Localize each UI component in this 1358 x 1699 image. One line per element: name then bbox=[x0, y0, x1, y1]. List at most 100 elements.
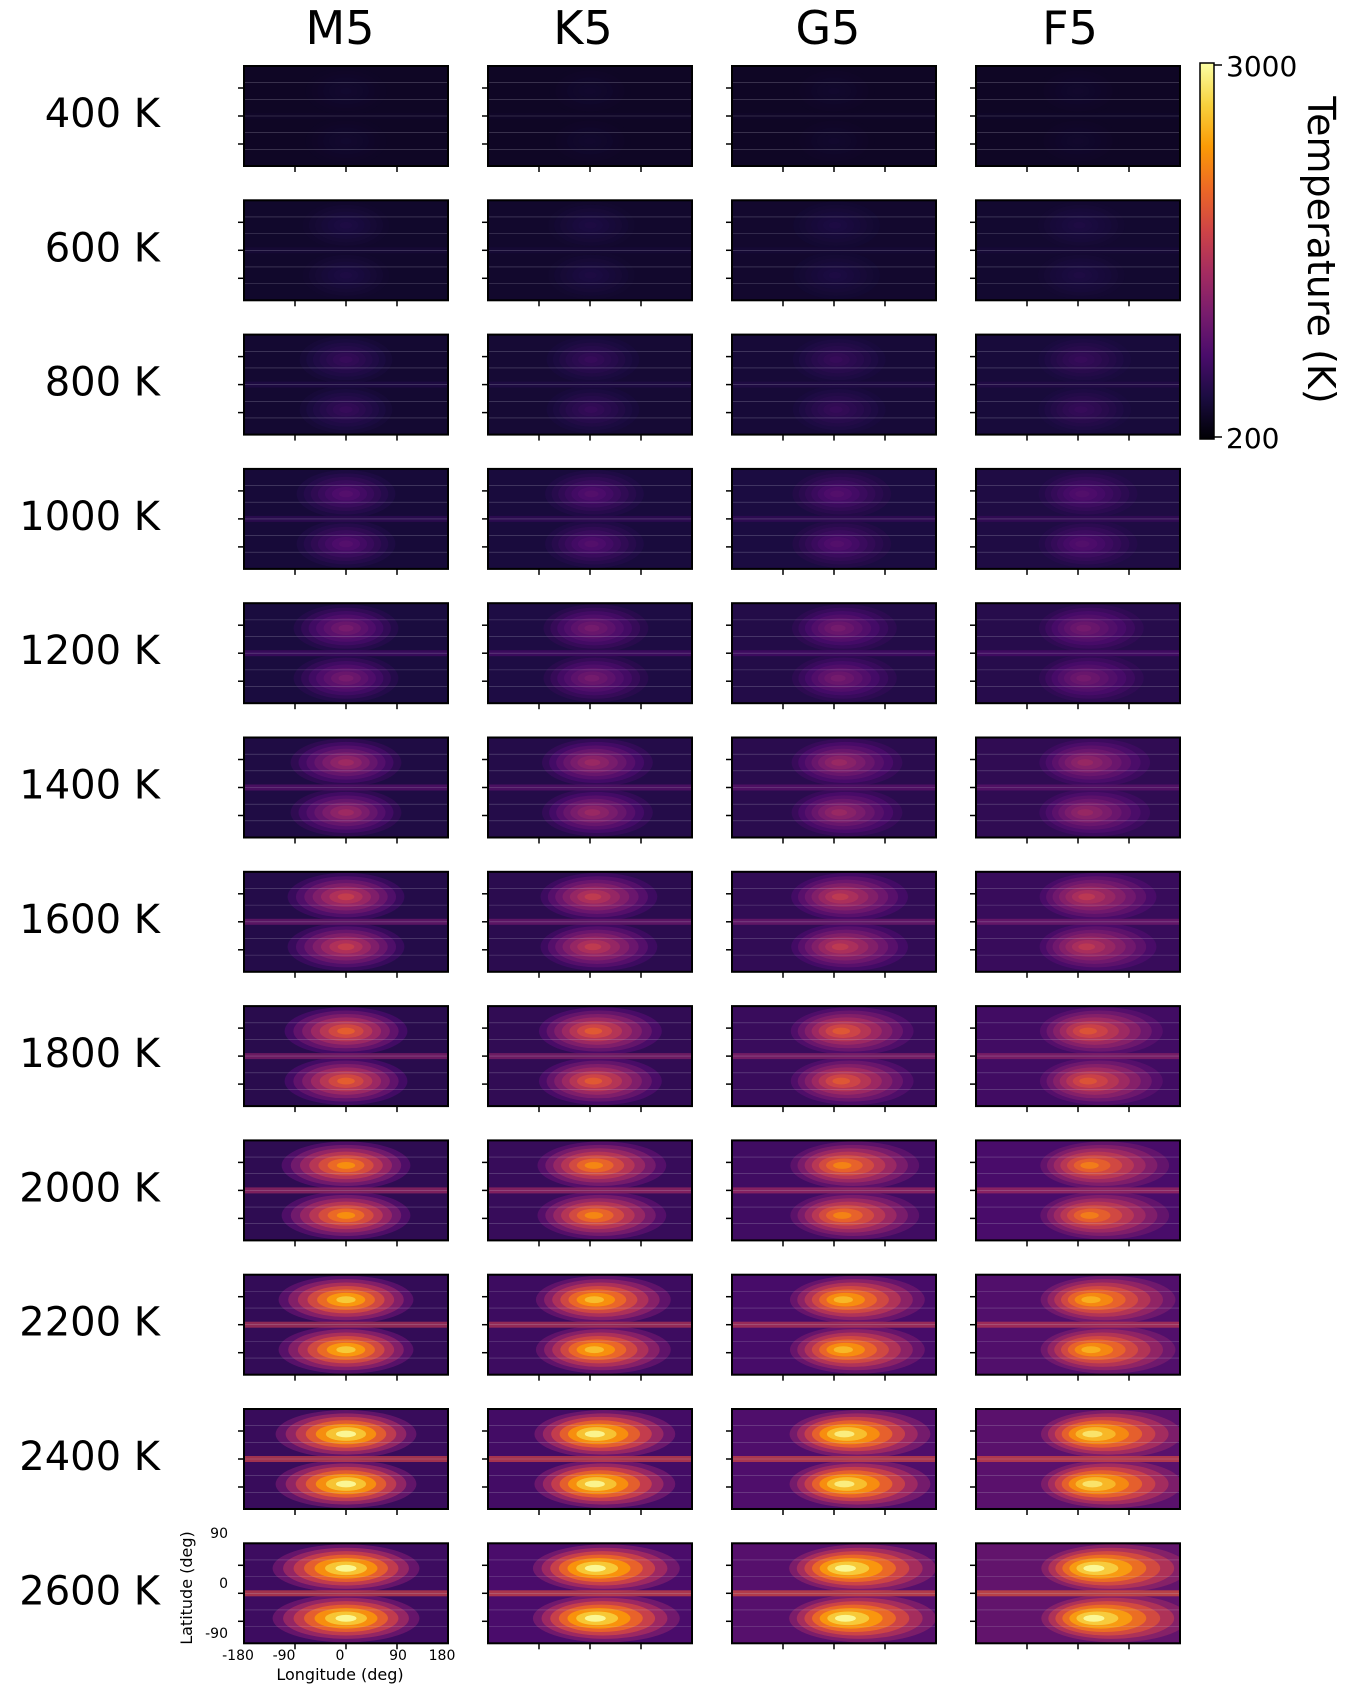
temperature-contour bbox=[584, 1480, 605, 1488]
panel-f5-2600 bbox=[970, 1542, 1181, 1650]
temperature-contour bbox=[830, 490, 845, 498]
temperature-contour bbox=[830, 674, 846, 682]
temperature-contour bbox=[1082, 1480, 1103, 1488]
temperature-contour bbox=[833, 1161, 852, 1169]
column-title-f5: F5 bbox=[1042, 1, 1098, 55]
panel-k5-2200 bbox=[482, 1273, 693, 1381]
panel-f5-2200 bbox=[970, 1273, 1181, 1381]
temperature-contour bbox=[834, 1614, 856, 1622]
panel-g5-800 bbox=[726, 333, 937, 441]
equatorial-jet bbox=[976, 1187, 1180, 1194]
temperature-contour bbox=[830, 624, 846, 632]
equatorial-jet bbox=[488, 1187, 692, 1194]
panel-f5-800 bbox=[970, 333, 1181, 441]
temperature-contour bbox=[584, 759, 601, 766]
panel-f5-1000 bbox=[970, 467, 1181, 575]
equatorial-jet bbox=[488, 113, 692, 119]
panel-f5-1200 bbox=[970, 602, 1181, 710]
equatorial-jet bbox=[976, 1053, 1180, 1060]
equatorial-jet bbox=[244, 381, 448, 388]
temperature-contour bbox=[828, 221, 842, 229]
equatorial-jet bbox=[976, 247, 1180, 254]
temperature-contour bbox=[834, 1480, 855, 1488]
panel-g5-2600 bbox=[726, 1542, 937, 1650]
colorbar-bar bbox=[1199, 62, 1215, 440]
panel-m5-800 bbox=[238, 333, 449, 441]
temperature-contour bbox=[1072, 137, 1084, 145]
temperature-contour bbox=[339, 271, 353, 279]
equatorial-jet bbox=[732, 381, 936, 388]
panel-g5-600 bbox=[726, 199, 937, 307]
temperature-contour bbox=[1074, 406, 1088, 414]
panel-k5-600 bbox=[482, 199, 693, 307]
equatorial-jet bbox=[488, 1456, 692, 1462]
equatorial-jet bbox=[244, 1590, 448, 1597]
temperature-contour bbox=[584, 540, 599, 548]
panel-f5-400 bbox=[970, 65, 1181, 172]
panel-k5-2000 bbox=[482, 1139, 693, 1247]
temperature-contour bbox=[1076, 674, 1092, 682]
temperature-contour bbox=[1073, 221, 1086, 229]
column-title-m5: M5 bbox=[306, 1, 375, 55]
panel-k5-1600 bbox=[482, 870, 693, 978]
panel-m5-1200 bbox=[238, 602, 449, 710]
panel-g5-1600 bbox=[726, 870, 937, 978]
temperature-contour bbox=[832, 1027, 851, 1035]
temperature-contour bbox=[829, 406, 843, 414]
temperature-contour bbox=[1079, 1027, 1097, 1035]
equatorial-jet bbox=[976, 381, 1180, 388]
temperature-contour bbox=[832, 1077, 851, 1085]
equatorial-jet bbox=[732, 247, 936, 254]
panel-g5-1200 bbox=[726, 602, 937, 710]
temperature-contour bbox=[337, 1027, 355, 1035]
temperature-contour bbox=[339, 356, 353, 364]
temperature-contour bbox=[1073, 271, 1086, 279]
xtick-label-neg180: -180 bbox=[222, 1648, 254, 1664]
temperature-contour bbox=[831, 943, 849, 951]
temperature-contour bbox=[584, 674, 600, 682]
temperature-contour bbox=[1083, 1564, 1105, 1572]
panel-f5-1400 bbox=[970, 736, 1181, 844]
equatorial-jet bbox=[732, 1187, 936, 1194]
colorbar-title: Temperature (K) bbox=[1299, 95, 1343, 403]
colorbar-min-label: 200 bbox=[1226, 422, 1279, 455]
temperature-contour bbox=[828, 137, 840, 145]
equatorial-jet bbox=[244, 918, 448, 925]
equatorial-jet bbox=[244, 113, 448, 119]
temperature-contour bbox=[1078, 943, 1096, 951]
temperature-contour bbox=[338, 540, 354, 548]
temperature-contour bbox=[335, 1430, 357, 1438]
temperature-contour bbox=[338, 759, 354, 766]
temperature-contour bbox=[1075, 540, 1090, 548]
panel-k5-1800 bbox=[482, 1005, 693, 1113]
temperature-contour bbox=[1081, 1296, 1101, 1304]
equatorial-jet bbox=[732, 515, 936, 522]
temperature-contour bbox=[340, 87, 352, 95]
temperature-contour bbox=[337, 1077, 355, 1085]
axis-annotations: 90 0 -90 -180 -90 0 90 180 Longitude (de… bbox=[177, 1526, 455, 1684]
equatorial-jet bbox=[488, 1590, 692, 1597]
equatorial-jet bbox=[488, 515, 692, 522]
y-axis-label: Latitude (deg) bbox=[177, 1531, 196, 1645]
panel-grid bbox=[238, 65, 1181, 1650]
temperature-contour bbox=[584, 624, 600, 632]
temperature-contour bbox=[336, 1346, 356, 1354]
xtick-label-90: 90 bbox=[389, 1648, 407, 1664]
equatorial-jet bbox=[976, 1321, 1180, 1328]
colorbar-max-label: 3000 bbox=[1226, 50, 1297, 83]
temperature-contour bbox=[337, 893, 355, 901]
temperature-contour bbox=[336, 1296, 356, 1304]
equatorial-jet bbox=[244, 650, 448, 657]
row-label-1000: 1000 K bbox=[19, 494, 162, 540]
equatorial-jet bbox=[488, 381, 692, 388]
panel-k5-1400 bbox=[482, 736, 693, 844]
panel-m5-2400 bbox=[238, 1408, 449, 1515]
temperature-contour bbox=[833, 1296, 853, 1304]
equatorial-jet bbox=[244, 1053, 448, 1060]
temperature-contour bbox=[1078, 893, 1096, 901]
temperature-contour bbox=[584, 1430, 605, 1438]
temperature-contour bbox=[1083, 1614, 1105, 1622]
temperature-contour bbox=[1079, 1077, 1097, 1085]
temperature-contour bbox=[834, 1564, 856, 1572]
panel-f5-1800 bbox=[970, 1005, 1181, 1113]
